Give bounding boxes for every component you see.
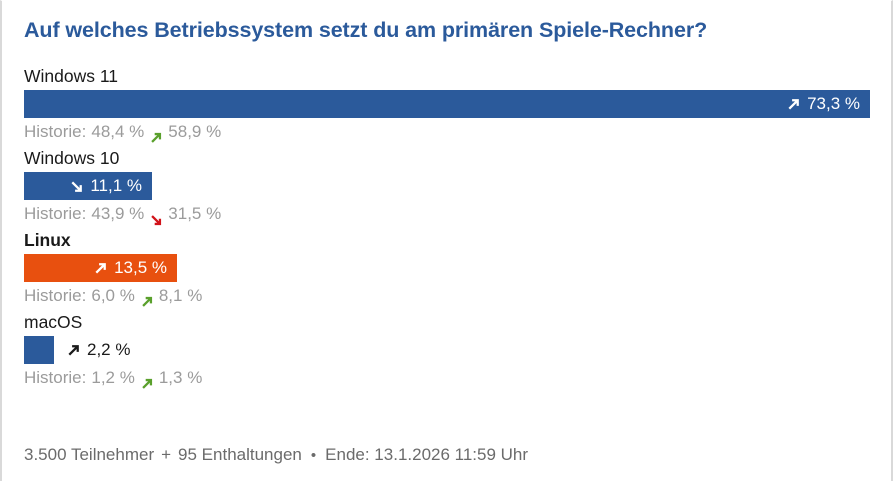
footer-participants: 3.500 Teilnehmer — [24, 445, 155, 464]
history-arrow-wrap — [140, 289, 154, 307]
poll-option-bar-line: 11,1 % — [2, 172, 893, 200]
poll-option-history: Historie: 43,9 % 31,5 % — [24, 200, 893, 227]
history-prefix: Historie: — [24, 122, 87, 141]
poll-option-row[interactable]: macOS 2,2 % Historie: 1,2 % 1,3 % — [2, 309, 893, 391]
arrow-up-right-icon — [786, 97, 801, 112]
arrow-up-right-green-icon — [149, 126, 163, 143]
arrow-up-right-icon — [93, 261, 108, 276]
history-first-value: 43,9 % — [91, 204, 145, 223]
history-first-value: 6,0 % — [91, 286, 135, 305]
history-second-value: 58,9 % — [168, 122, 222, 141]
history-prefix: Historie: — [24, 368, 87, 387]
arrow-up-right-dark-icon — [66, 343, 81, 358]
history-prefix: Historie: — [24, 204, 87, 223]
arrow-down-right-icon — [69, 179, 84, 194]
arrow-down-right-red-icon — [149, 208, 163, 225]
poll-option-label: Linux — [24, 230, 71, 250]
history-first-value: 1,2 % — [91, 368, 135, 387]
history-second-value: 1,3 % — [158, 368, 203, 387]
history-second-value: 8,1 % — [158, 286, 203, 305]
arrow-up-right-green-icon — [140, 372, 154, 389]
page-title: Auf welches Betriebssystem setzt du am p… — [24, 18, 708, 42]
arrow-up-right-green-icon — [140, 290, 154, 307]
poll-option-label: macOS — [24, 312, 83, 332]
poll-option-bar — [24, 336, 54, 364]
poll-option-row[interactable]: Windows 10 11,1 % Historie: 43,9 % 31,5 % — [2, 145, 893, 227]
poll-option-bar-line: 2,2 % — [2, 336, 893, 364]
poll-option-value-text: 73,3 % — [807, 94, 860, 113]
poll-option-bar-line: 73,3 % — [2, 90, 893, 118]
poll-option-value-text: 2,2 % — [87, 340, 131, 359]
footer-plus-separator: + — [161, 445, 172, 464]
history-prefix: Historie: — [24, 286, 87, 305]
history-arrow-wrap — [149, 207, 163, 225]
poll-option-bar-line: 13,5 % — [2, 254, 893, 282]
poll-option-row[interactable]: Linux 13,5 % Historie: 6,0 % 8,1 % — [2, 227, 893, 309]
poll-option-history: Historie: 1,2 % 1,3 % — [24, 364, 893, 391]
history-arrow-wrap — [149, 125, 163, 143]
history-first-value: 48,4 % — [91, 122, 145, 141]
poll-option-bar: 13,5 % — [24, 254, 177, 282]
poll-option-value-text: 13,5 % — [114, 258, 167, 277]
poll-option-history: Historie: 48,4 % 58,9 % — [24, 118, 893, 145]
footer-end-date: Ende: 13.1.2026 11:59 Uhr — [325, 445, 529, 464]
poll-option-bar: 73,3 % — [24, 90, 870, 118]
history-arrow-wrap — [140, 371, 154, 389]
poll-option-value: 2,2 % — [54, 340, 130, 360]
poll-option-history: Historie: 6,0 % 8,1 % — [24, 282, 893, 309]
poll-option-value: 73,3 % — [786, 94, 870, 114]
poll-option-value: 11,1 % — [69, 176, 152, 196]
poll-footer: 3.500 Teilnehmer + 95 Enthaltungen • End… — [24, 445, 528, 465]
history-second-value: 31,5 % — [168, 204, 222, 223]
footer-abstentions: 95 Enthaltungen — [178, 445, 302, 464]
poll-option-row[interactable]: Windows 11 73,3 % Historie: 48,4 % 58,9 % — [2, 63, 893, 145]
poll-option-label: Windows 11 — [24, 66, 119, 86]
poll-options-list: Windows 11 73,3 % Historie: 48,4 % 58,9 % Win… — [2, 63, 893, 391]
poll-option-label: Windows 10 — [24, 148, 120, 168]
footer-dot-separator: • — [310, 447, 317, 464]
poll-option-bar: 11,1 % — [24, 172, 152, 200]
poll-option-value: 13,5 % — [93, 258, 177, 278]
poll-option-value-text: 11,1 % — [90, 176, 142, 195]
